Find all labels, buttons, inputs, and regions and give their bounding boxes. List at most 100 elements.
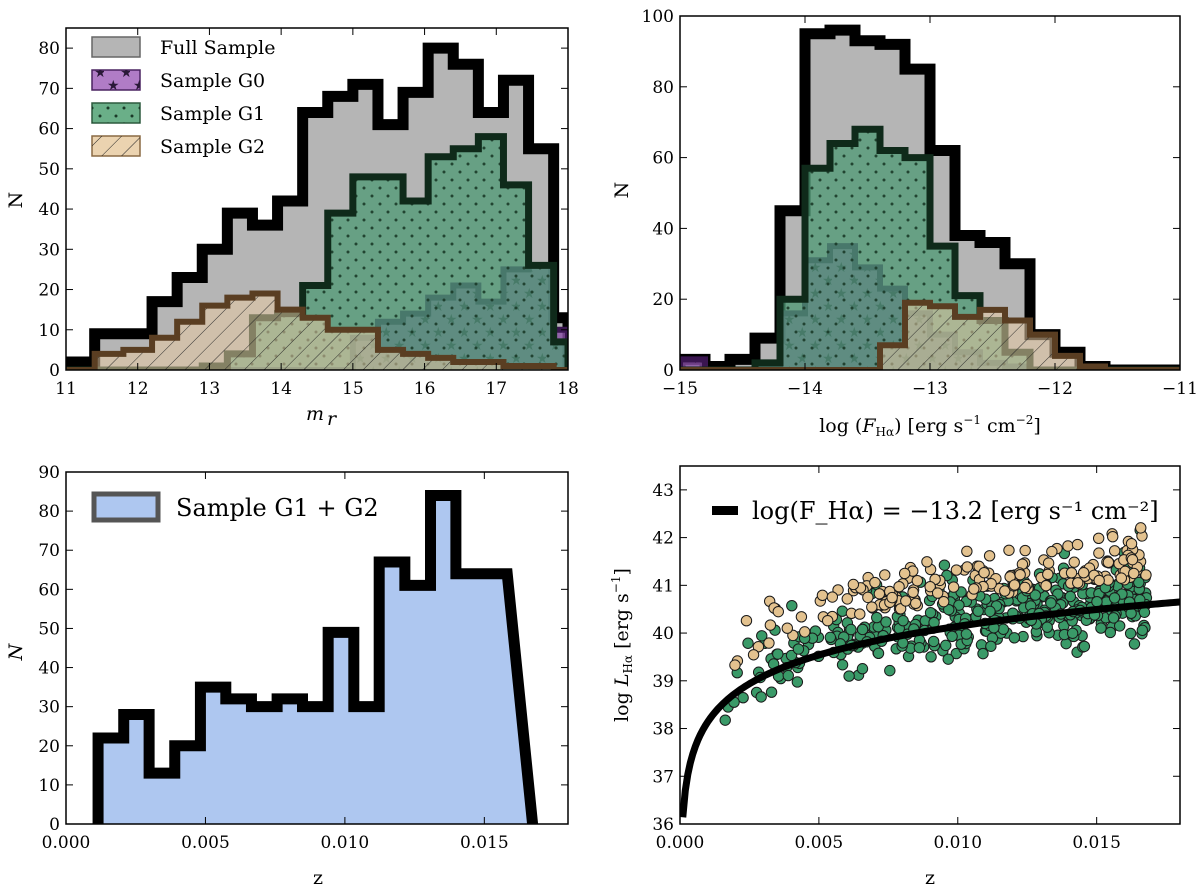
scatter-point <box>977 647 989 660</box>
legend-swatch-g0-pattern <box>92 70 140 90</box>
bar-g1 <box>880 151 905 370</box>
x-tick-label: −12 <box>1037 379 1073 399</box>
scatter-point <box>1064 590 1077 603</box>
scatter-point <box>937 595 950 608</box>
scatter-point <box>1107 612 1120 624</box>
scatter-point <box>985 640 997 652</box>
y-tick-label: 30 <box>38 698 60 718</box>
scatter-point <box>968 583 980 595</box>
bar-blue <box>175 746 201 824</box>
bar-blue <box>251 707 277 824</box>
scatter-point <box>1066 627 1079 639</box>
scatter-series-G2 <box>729 522 1152 671</box>
scatter-point <box>873 588 886 600</box>
series-blue <box>92 489 539 824</box>
scatter-point <box>747 649 760 661</box>
bar-g2 <box>278 310 303 370</box>
histogram-area <box>92 489 539 824</box>
scatter-point <box>755 691 767 703</box>
scatter-point <box>1113 620 1126 632</box>
scatter-point <box>1041 621 1053 633</box>
histogram-area <box>66 42 568 370</box>
scatter-point <box>984 605 996 618</box>
scatter-point <box>841 593 853 605</box>
plot-frame <box>65 471 569 825</box>
x-tick-label: 0.015 <box>1072 833 1121 853</box>
series-full-outline <box>680 24 1180 370</box>
scatter-point <box>999 585 1011 597</box>
panel-luminosity-scatter: 0.000 0.005 0.010 0.015 36 37 38 39 40 41 42 43 <box>652 465 1181 853</box>
scatter-point <box>897 615 909 627</box>
x-tick-label: 18 <box>557 379 579 399</box>
scatter-point <box>847 578 860 591</box>
scatter-point <box>843 670 855 682</box>
scatter-point <box>1136 624 1149 637</box>
bar-g2 <box>95 354 124 370</box>
bar-blue <box>124 714 149 824</box>
scatter-point <box>764 619 777 631</box>
scatter-point <box>921 556 933 568</box>
y-tick-label: 10 <box>38 776 60 796</box>
y-tick-label: 70 <box>38 541 60 561</box>
scatter-point <box>950 564 963 576</box>
x-tick-label: 0.000 <box>656 833 705 853</box>
scatter-point <box>1092 532 1105 545</box>
scatter-point <box>1042 557 1055 569</box>
scatter-point <box>884 664 896 677</box>
y-tick-label: 60 <box>38 580 60 600</box>
bar-g1 <box>855 129 880 370</box>
legend-label-g2: Sample G2 <box>160 136 265 158</box>
bar-blue <box>482 574 508 824</box>
series-g2-outline <box>66 290 568 370</box>
scatter-point <box>961 545 973 558</box>
scatter-point <box>886 591 898 604</box>
bar-g1 <box>830 143 855 370</box>
scatter-point <box>1065 567 1078 579</box>
series-blue-outline <box>92 489 539 824</box>
y-tick-label: 100 <box>642 7 674 27</box>
scatter-point <box>925 651 937 663</box>
scatter-point <box>1140 569 1152 581</box>
y-tick-label: 39 <box>652 672 674 692</box>
scatter-point <box>1095 622 1107 634</box>
scatter-point <box>900 595 912 607</box>
scatter-point <box>1133 576 1145 589</box>
x-tick-label: 0.010 <box>321 833 370 853</box>
scatter-point <box>894 603 907 615</box>
x-tick-label: 0.010 <box>933 833 982 853</box>
scatter-point <box>1126 553 1139 566</box>
bar-blue <box>405 585 431 824</box>
y-tick-label: 80 <box>38 502 60 522</box>
x-tick-label: 12 <box>127 379 149 399</box>
bar-g2 <box>478 362 503 370</box>
scatter-point <box>856 623 869 636</box>
scatter-point <box>786 599 798 612</box>
scatter-point <box>756 630 768 642</box>
scatter-point <box>1008 579 1021 591</box>
scatter-point <box>781 622 793 634</box>
y-tick-label: 40 <box>652 624 674 644</box>
scatter-point <box>943 603 955 616</box>
y-tick-label: 60 <box>652 149 674 169</box>
y-tick-label: 20 <box>652 290 674 310</box>
scatter-point <box>1068 556 1080 568</box>
scatter-point <box>845 623 857 636</box>
scatter-point <box>792 643 805 655</box>
bar-g1 <box>478 137 503 370</box>
panel-flux-histogram: −15 −14 −13 −12 −11 0 20 40 60 80 100 <box>642 7 1198 399</box>
scatter-point <box>1124 627 1137 640</box>
scatter-point <box>907 586 919 599</box>
scatter-point <box>869 576 881 589</box>
x-tick-label: −15 <box>662 379 698 399</box>
legend-label-blue: Sample G1 + G2 <box>176 494 379 522</box>
scatter-point <box>893 581 905 593</box>
scatter-point <box>1003 544 1015 556</box>
scatter-point <box>871 611 883 624</box>
y-axis-label-top-left: N <box>5 192 27 209</box>
scatter-point <box>1107 530 1119 543</box>
bar-blue <box>277 699 302 824</box>
scatter-point <box>1128 638 1141 650</box>
x-axis-label-z-right: z <box>925 867 935 889</box>
scatter-point <box>729 659 741 671</box>
